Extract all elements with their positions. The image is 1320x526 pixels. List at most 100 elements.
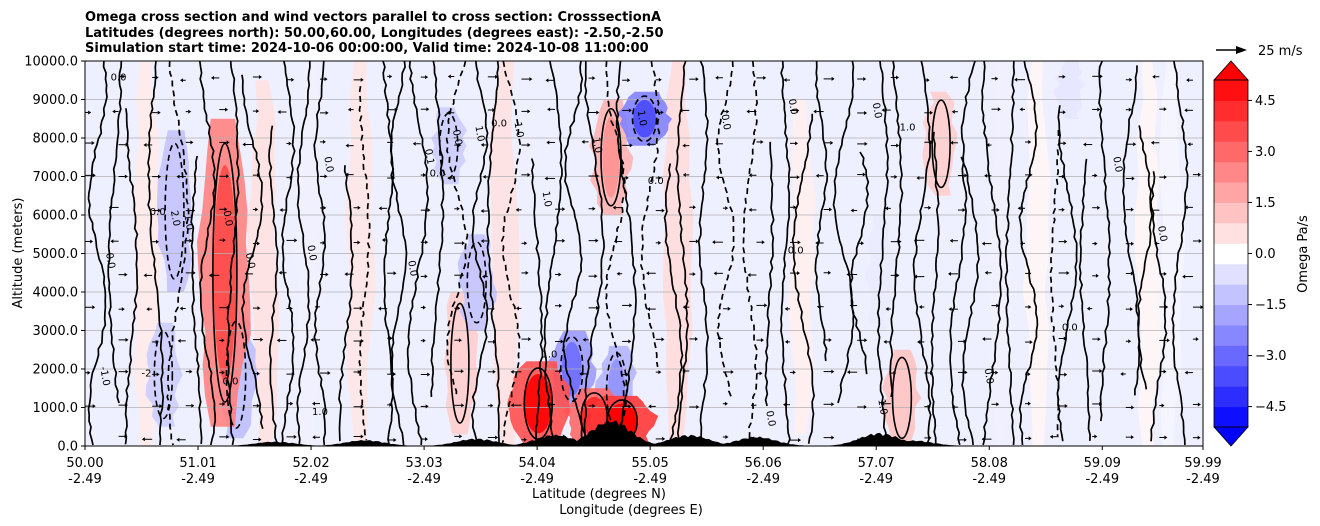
x-tick-label-latitude: 57.07 — [858, 456, 895, 471]
wind-vector-head — [492, 108, 496, 113]
wind-vector — [515, 306, 522, 311]
wind-vector-head — [189, 238, 193, 243]
wind-vector — [1025, 436, 1032, 441]
wind-vector — [185, 238, 193, 243]
wind-vector — [1125, 77, 1133, 82]
contour-label: 0.0 — [788, 246, 804, 257]
wind-vector — [420, 107, 430, 112]
wind-vector — [286, 306, 293, 311]
omega-region — [1053, 61, 1086, 119]
contour-label: 1.0 — [512, 121, 526, 139]
wind-vector-head — [1062, 74, 1066, 79]
wind-vector — [1049, 434, 1059, 439]
wind-vector-head — [461, 403, 465, 408]
wind-vector — [689, 272, 696, 277]
wind-vector-head — [495, 74, 499, 79]
wind-vector-head — [984, 173, 988, 178]
contour-line — [389, 61, 408, 446]
wind-vector — [1159, 304, 1169, 309]
wind-vector-head — [1161, 403, 1165, 408]
wind-vector-head — [427, 372, 431, 377]
wind-vector — [219, 140, 230, 145]
wind-vector-head — [482, 174, 486, 179]
wind-vector — [790, 205, 797, 210]
wind-vector-head — [192, 208, 196, 213]
wind-vector — [219, 434, 230, 439]
wind-vector — [715, 75, 723, 80]
wind-vector-head — [963, 437, 967, 442]
wind-vector — [454, 369, 464, 374]
wind-vector-head — [831, 402, 835, 407]
wind-vector — [722, 306, 731, 311]
wind-vector-head — [424, 437, 428, 442]
wind-vector-head — [1150, 140, 1154, 145]
wind-vector — [252, 207, 259, 212]
x-tick-label-longitude: -2.49 — [633, 472, 667, 487]
wind-vector — [917, 339, 925, 344]
wind-vector — [1058, 304, 1065, 309]
wind-vector-head — [1200, 305, 1203, 310]
wind-vector — [850, 208, 858, 213]
wind-vector-head — [527, 143, 531, 148]
wind-vector — [1125, 405, 1135, 410]
wind-vector-head — [1063, 141, 1067, 146]
wind-vector-head — [829, 207, 833, 212]
wind-vector — [1092, 368, 1103, 373]
wind-vector-head — [293, 434, 297, 439]
wind-vector — [387, 107, 398, 112]
wind-vector-head — [863, 405, 867, 410]
wind-vector-head — [896, 143, 900, 148]
wind-vector-head — [1186, 78, 1190, 83]
wind-vector-head — [625, 175, 629, 180]
contour-label: 0.0 — [450, 129, 464, 147]
wind-vector-head — [312, 401, 316, 406]
wind-vector-head — [913, 238, 917, 243]
wind-vector-head — [191, 403, 195, 408]
x-axis-ticks: 50.00-2.4951.01-2.4952.02-2.4953.03-2.49… — [66, 446, 1222, 487]
wind-vector — [1159, 271, 1167, 276]
contour-line — [814, 61, 829, 362]
wind-vector — [689, 239, 699, 244]
wind-vector-head — [1086, 306, 1090, 311]
wind-vector-head — [864, 141, 868, 146]
contour-label: 0.0 — [243, 252, 257, 270]
wind-vector-head — [323, 205, 327, 210]
wind-vector — [320, 272, 329, 277]
wind-vector-head — [88, 110, 92, 115]
wind-vector-head — [1198, 172, 1202, 177]
wind-vector-head — [629, 143, 633, 148]
wind-vector — [1058, 74, 1066, 79]
wind-vector — [857, 141, 868, 146]
wind-vector — [1192, 305, 1203, 310]
y-tick-label: 7000.0 — [33, 170, 79, 185]
wind-vector — [790, 108, 800, 113]
wind-vector-head — [457, 306, 461, 311]
contour-line — [124, 108, 139, 445]
wind-vector-head — [1130, 241, 1134, 246]
wind-vector-head — [125, 337, 129, 342]
wind-vector-head — [628, 108, 632, 113]
wind-vector-head — [1027, 372, 1031, 377]
wind-vector-head — [930, 140, 934, 145]
wind-vector — [924, 140, 934, 145]
wind-vector — [353, 369, 361, 374]
wind-vector — [823, 435, 835, 440]
wind-vector-head — [256, 173, 260, 178]
wind-vector — [1025, 340, 1033, 345]
wind-vector — [622, 404, 632, 409]
wind-vector — [219, 107, 229, 112]
wind-vector-head — [211, 75, 215, 80]
contour-line — [1078, 158, 1091, 441]
wind-vector — [1187, 142, 1193, 147]
contour-line — [1018, 61, 1039, 446]
wind-vector-head — [256, 371, 260, 376]
wind-vector — [655, 370, 662, 375]
wind-vector-head — [425, 75, 429, 80]
wind-vector-head — [491, 306, 495, 311]
wind-vector — [950, 140, 958, 145]
wind-vector — [454, 338, 462, 343]
colorbar-segment — [1214, 263, 1248, 285]
contour-line — [430, 61, 445, 398]
wind-vector-head — [996, 208, 1000, 213]
wind-vector-head — [763, 75, 767, 80]
